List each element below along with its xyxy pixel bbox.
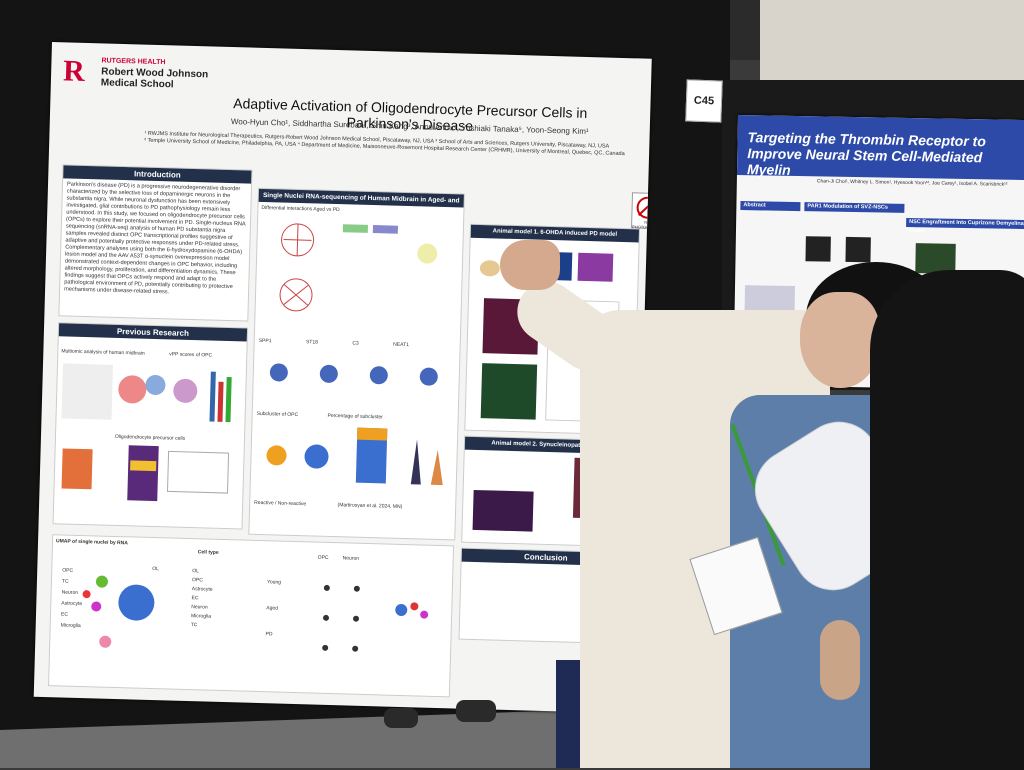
gene-label-neat1: NEAT1 — [393, 341, 410, 349]
percentage-bar-reactive — [357, 427, 388, 441]
umap-label-tc: TC — [61, 578, 69, 585]
right-poster-title: Targeting the Thrombin Receptor to Impro… — [736, 115, 1024, 181]
opc-heatmap-figure — [61, 445, 230, 502]
logo-school: Robert Wood Johnson Medical School — [100, 66, 209, 91]
umap-label-ec: EC — [60, 611, 69, 618]
umap-cluster-b — [145, 375, 166, 396]
shoe-back-right — [456, 700, 496, 722]
umap-st18 — [319, 364, 338, 383]
umap-label-neuron: Neuron — [61, 589, 79, 596]
umap-label-microglia: Microglia — [60, 622, 81, 630]
shoe-back-left — [384, 708, 418, 728]
bar-b — [217, 381, 224, 422]
citation: (Martirosyan et al. 2024, MN) — [337, 502, 403, 510]
neuron-col-label: Neuron — [342, 555, 360, 562]
table-panel — [166, 450, 230, 494]
violin-a — [410, 439, 421, 485]
bar-c — [225, 377, 232, 423]
umap-microglia-cluster — [99, 635, 112, 648]
presenter-pointing-hand — [500, 240, 560, 290]
umap-figure — [82, 575, 155, 648]
cond-aged: Aged — [266, 605, 279, 612]
right-abstract-section: Abstract — [740, 201, 801, 212]
reactive-cluster — [266, 445, 287, 466]
cond-young: Young — [266, 579, 282, 586]
percentage-title: Percentage of subcluster — [327, 412, 383, 421]
umap-c3 — [369, 366, 388, 385]
viewer-dark-hair — [870, 270, 1024, 770]
gene-label-spp1: SPP1 — [258, 337, 272, 345]
heatmap-b — [127, 445, 159, 502]
umap-label-ol: OL — [152, 566, 160, 573]
aged-box — [342, 224, 369, 233]
interaction-network-figure — [279, 223, 438, 312]
brain-diagram — [479, 260, 500, 277]
network-strength — [279, 278, 313, 312]
umap-cluster-c — [173, 378, 198, 403]
prev-label-multiomic: Multiomic analysis of human midbrain — [61, 348, 145, 357]
cond-pd: PD — [265, 631, 273, 638]
right-par1-heading: PAR1 Modulation of SVZ-NSCs — [804, 202, 905, 213]
heatmap-band — [130, 460, 157, 472]
umap-opc-cluster — [95, 575, 108, 588]
gene-label-st18: ST18 — [305, 339, 318, 346]
micrograph-synuclein — [472, 489, 534, 532]
percentage-bar — [355, 427, 388, 484]
opc-col-label: OPC — [317, 554, 329, 561]
umap-cluster-a — [118, 375, 147, 404]
heatmap-a — [61, 448, 93, 490]
right-poster-authors: Chan-Ji Choi¹, Whitney L. Simon¹, Hyesoo… — [816, 178, 1008, 188]
umap-neuron-cluster — [91, 601, 102, 612]
introduction-section: Introduction Parkinson's disease (PD) is… — [58, 164, 253, 322]
umap-spp1 — [269, 363, 288, 382]
violin-b — [430, 449, 443, 486]
umap-ol-cluster — [118, 584, 155, 621]
cell-type-title: Cell type — [197, 549, 219, 556]
bar-a — [209, 371, 216, 422]
rutgers-logo-icon: R — [62, 54, 86, 88]
umap-section: UMAP of single nuclei by RNA OPC TC Neur… — [48, 534, 455, 698]
institution-logo: RUTGERS HEALTH Robert Wood Johnson Medic… — [101, 55, 232, 92]
label-reactive: Reactive — [254, 499, 274, 507]
subcluster-title: Subcluster of OPC — [256, 410, 299, 419]
micrograph-purple — [577, 252, 614, 282]
dot-plot-figure — [322, 584, 429, 652]
umap-label-astrocyte: Astrocyte — [61, 600, 83, 608]
multiomic-panel — [61, 363, 114, 420]
previous-research-section: Previous Research Multiomic analysis of … — [52, 322, 249, 530]
umap-label-opc: OPC — [62, 567, 74, 574]
booth-number-tag: C45 — [685, 79, 723, 123]
presenter-face — [800, 292, 880, 388]
right-poster-figures — [744, 236, 956, 327]
umap-legend: OPC TC Neuron Astrocyte EC Microglia — [61, 565, 84, 632]
gene-expression-umaps — [269, 363, 438, 386]
umap-tc-cluster — [82, 590, 91, 599]
right-par1-section: PAR1 Modulation of SVZ-NSCs — [804, 202, 905, 213]
opc-umap-mini — [417, 243, 438, 264]
condition-list: Young Aged PD — [265, 569, 281, 647]
neighboring-poster: Targeting the Thrombin Receptor to Impro… — [733, 115, 1024, 391]
viewer-hand — [820, 620, 860, 700]
snrna-seq-section: Single Nuclei RNA-sequencing of Human Mi… — [248, 187, 465, 541]
pd-box — [372, 225, 399, 234]
prev-label-vpp: vPP scores of OPC — [169, 351, 213, 359]
cell-type-tc: TC — [190, 622, 198, 629]
gene-label-c3: C3 — [352, 340, 359, 347]
research-poster: R RUTGERS HEALTH Robert Wood Johnson Med… — [33, 42, 652, 714]
introduction-text: Parkinson's disease (PD) is a progressiv… — [64, 181, 246, 296]
umap-neat1 — [419, 367, 438, 386]
subcluster-legend: Reactive / Non-reactive (Martirosyan et … — [254, 499, 403, 510]
non-reactive-cluster — [304, 444, 329, 469]
label-non-reactive: Non-reactive — [277, 500, 307, 508]
right-abstract-heading: Abstract — [740, 201, 801, 212]
cell-type-list: OL OPC Astrocyte EC Neuron Microglia TC — [191, 567, 214, 631]
micrograph-green — [480, 363, 538, 420]
previous-research-figure — [61, 363, 232, 423]
subcluster-figure — [266, 427, 443, 486]
